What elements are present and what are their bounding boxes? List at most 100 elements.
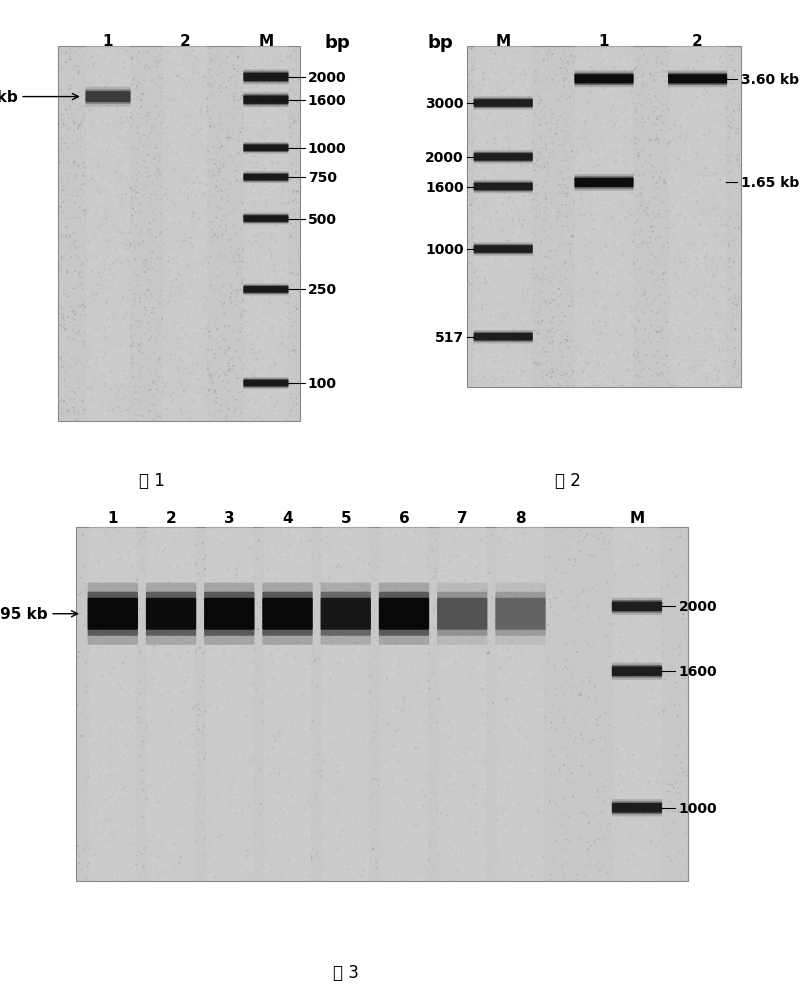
Point <box>149 41 162 57</box>
Point <box>594 242 607 258</box>
Point <box>254 96 266 112</box>
Point <box>82 768 95 784</box>
Point <box>562 357 575 373</box>
Point <box>308 786 321 802</box>
Point <box>214 603 227 619</box>
Point <box>242 352 255 368</box>
Point <box>130 572 143 588</box>
Point <box>658 869 670 885</box>
Point <box>109 643 122 659</box>
Point <box>654 554 667 570</box>
Point <box>54 81 67 97</box>
Point <box>539 684 552 700</box>
Point <box>509 334 522 350</box>
Point <box>266 853 279 869</box>
Point <box>338 775 351 791</box>
Point <box>651 230 664 246</box>
Point <box>234 102 247 118</box>
Point <box>286 107 299 123</box>
Point <box>491 534 504 550</box>
Point <box>713 138 726 154</box>
Point <box>182 51 194 67</box>
Point <box>250 611 263 627</box>
Point <box>242 101 255 117</box>
Point <box>143 235 156 251</box>
Point <box>394 563 407 579</box>
Point <box>290 396 302 412</box>
Point <box>127 63 140 79</box>
Point <box>712 137 725 153</box>
Point <box>231 266 244 282</box>
Point <box>612 692 625 708</box>
Point <box>78 372 91 388</box>
Point <box>240 261 253 277</box>
Point <box>131 277 144 293</box>
Point <box>732 75 745 91</box>
Point <box>275 215 288 231</box>
Point <box>477 251 490 267</box>
Point <box>198 130 211 146</box>
Point <box>642 204 654 220</box>
Point <box>690 374 702 390</box>
Point <box>622 573 634 589</box>
Point <box>613 615 626 631</box>
Point <box>210 49 223 65</box>
Point <box>283 69 296 85</box>
Point <box>329 602 342 618</box>
Point <box>553 92 566 108</box>
Point <box>669 134 682 150</box>
Point <box>646 838 658 854</box>
Point <box>137 323 150 339</box>
Point <box>607 332 620 348</box>
Point <box>463 257 476 273</box>
Point <box>164 352 177 368</box>
Point <box>511 147 524 163</box>
Point <box>238 376 250 392</box>
Point <box>112 153 125 170</box>
Point <box>152 163 165 180</box>
Point <box>170 179 183 195</box>
Point <box>698 139 711 155</box>
Point <box>178 132 190 148</box>
Point <box>150 745 163 761</box>
Point <box>630 557 643 573</box>
Point <box>579 113 592 129</box>
Point <box>681 204 694 220</box>
Point <box>170 114 182 130</box>
Point <box>192 642 205 658</box>
Point <box>238 738 250 754</box>
Point <box>225 379 238 395</box>
Point <box>553 206 566 222</box>
Point <box>668 712 681 728</box>
Point <box>102 240 115 256</box>
Point <box>578 181 591 197</box>
Point <box>550 109 562 125</box>
Point <box>442 829 455 846</box>
Point <box>211 46 224 62</box>
Point <box>566 375 578 391</box>
Point <box>333 801 346 817</box>
Point <box>591 187 604 203</box>
Point <box>237 539 250 555</box>
Point <box>411 739 424 755</box>
Point <box>253 277 266 293</box>
Point <box>77 777 90 793</box>
Point <box>149 233 162 249</box>
Point <box>194 381 207 397</box>
Point <box>390 730 402 746</box>
Point <box>661 124 674 140</box>
Point <box>126 349 138 365</box>
Point <box>684 224 697 240</box>
Point <box>107 773 120 789</box>
Point <box>550 81 563 97</box>
Point <box>367 861 380 877</box>
Point <box>266 98 278 114</box>
Point <box>202 199 215 215</box>
Point <box>624 248 637 264</box>
Point <box>625 207 638 223</box>
Point <box>166 289 178 305</box>
Point <box>607 131 620 147</box>
Point <box>267 278 280 294</box>
Point <box>701 208 714 224</box>
Point <box>479 154 492 171</box>
